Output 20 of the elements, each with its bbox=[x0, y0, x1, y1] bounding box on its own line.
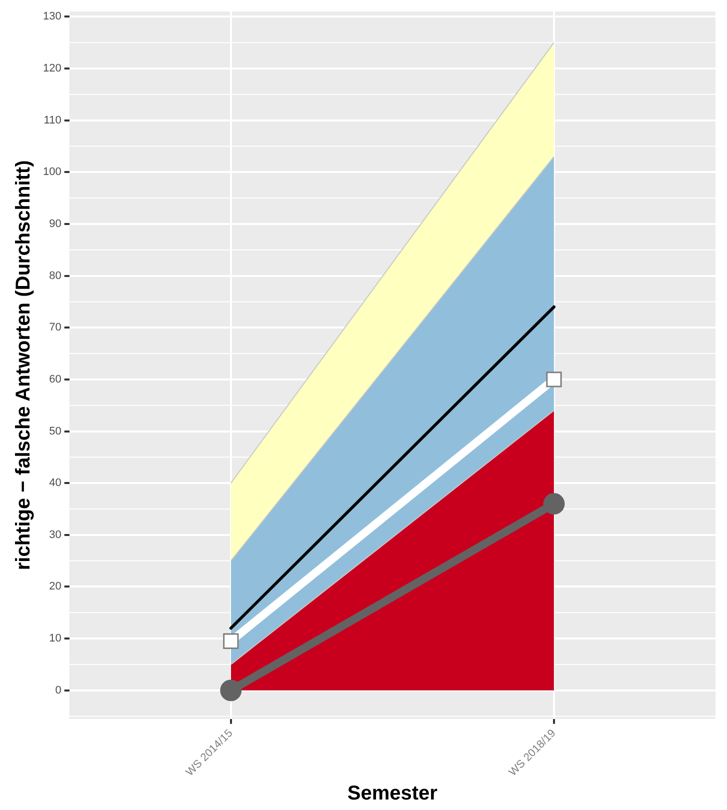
point bbox=[546, 372, 562, 388]
y-tick-label: 0 bbox=[55, 684, 62, 696]
y-tick-label: 50 bbox=[49, 425, 62, 438]
y-tick-label: 130 bbox=[42, 10, 62, 23]
y-tick-label: 90 bbox=[49, 218, 62, 230]
y-tick-label: 10 bbox=[49, 632, 62, 645]
y-tick-label: 40 bbox=[49, 477, 62, 490]
point bbox=[220, 680, 242, 702]
point bbox=[223, 633, 239, 649]
point bbox=[543, 493, 565, 515]
y-tick-label: 100 bbox=[42, 166, 62, 178]
y-tick-label: 30 bbox=[49, 528, 62, 541]
y-tick-label: 60 bbox=[49, 373, 62, 386]
y-axis-title: richtige − falsche Antworten (Durchschnitt) bbox=[12, 160, 35, 570]
x-axis-title: Semester bbox=[347, 782, 438, 805]
y-tick-label: 80 bbox=[49, 270, 62, 282]
y-tick-label: 20 bbox=[49, 580, 62, 593]
y-tick-label: 70 bbox=[49, 322, 62, 334]
y-tick-label: 110 bbox=[44, 114, 62, 126]
y-tick-label: 120 bbox=[42, 62, 62, 75]
